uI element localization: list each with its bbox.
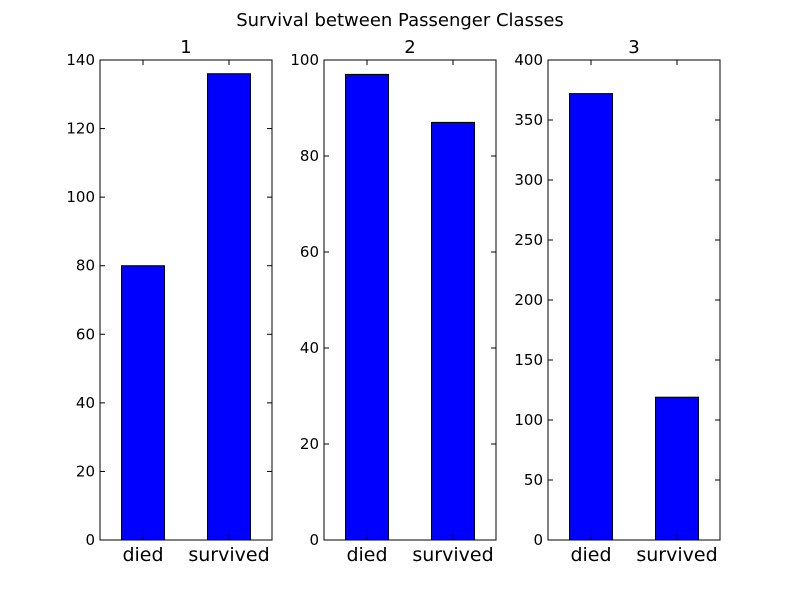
- x-tick-label: survived: [636, 544, 717, 566]
- subplot-2: 2 died survived 0 20 40 60 80 100: [290, 37, 497, 566]
- axes-frame: [99, 59, 273, 541]
- y-tick-label: 0: [85, 531, 95, 549]
- y-tick-label: 200: [514, 291, 543, 309]
- y-tick-label: 300: [514, 171, 543, 189]
- subplot-1: 1 died survived 0 20 40 60 80 100 120 140: [66, 37, 273, 566]
- y-tick-label: 100: [290, 51, 319, 69]
- x-tick-label: survived: [188, 544, 269, 566]
- y-tick-label: 350: [514, 111, 543, 129]
- y-tick-label: 80: [76, 257, 95, 275]
- y-tick-label: 100: [66, 188, 95, 206]
- y-tick-label: 120: [66, 120, 95, 138]
- x-tick-label: died: [346, 544, 387, 566]
- axes-frame: [547, 59, 721, 541]
- y-tick-label: 400: [514, 51, 543, 69]
- bar-survived: [431, 121, 475, 541]
- y-tick-label: 150: [514, 351, 543, 369]
- y-tick-label: 80: [300, 147, 319, 165]
- x-tick-label: died: [570, 544, 611, 566]
- y-tick-label: 40: [300, 339, 319, 357]
- y-tick-label: 40: [76, 394, 95, 412]
- bar-survived: [207, 73, 251, 541]
- subplot-title: 1: [180, 37, 191, 58]
- subplot-title: 2: [404, 37, 415, 58]
- bar-died: [121, 265, 165, 541]
- y-tick-label: 20: [300, 435, 319, 453]
- y-tick-label: 20: [76, 462, 95, 480]
- y-tick-label: 0: [309, 531, 319, 549]
- x-tick-label: survived: [412, 544, 493, 566]
- subplot-3: 3 died survived 0 50 100 150 200 250 300 350 400: [514, 37, 721, 566]
- y-tick-label: 140: [66, 51, 95, 69]
- bar-died: [345, 73, 389, 541]
- y-tick-label: 250: [514, 231, 543, 249]
- y-tick-label: 100: [514, 411, 543, 429]
- bar-survived: [655, 396, 699, 541]
- subplot-title: 3: [628, 37, 639, 58]
- y-tick-label: 50: [524, 471, 543, 489]
- bar-died: [569, 93, 613, 541]
- axes-frame: [323, 59, 497, 541]
- y-tick-label: 0: [533, 531, 543, 549]
- y-tick-label: 60: [300, 243, 319, 261]
- y-tick-label: 60: [76, 325, 95, 343]
- x-tick-label: died: [122, 544, 163, 566]
- chart-title: Survival between Passenger Classes: [236, 10, 564, 31]
